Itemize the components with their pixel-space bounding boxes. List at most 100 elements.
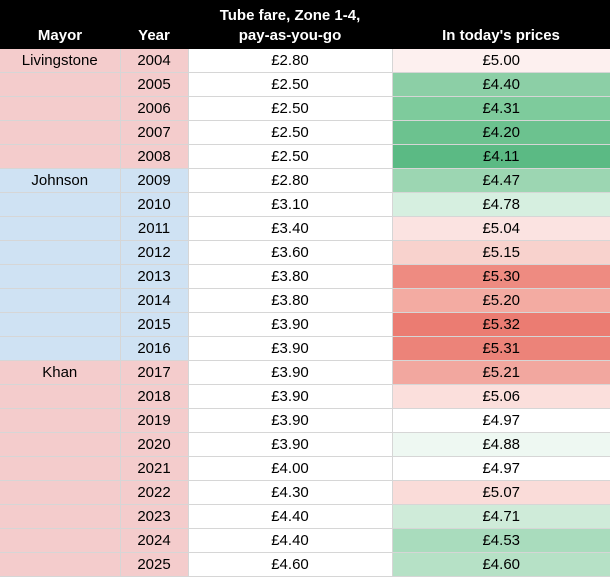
mayor-cell[interactable] <box>0 96 121 121</box>
today-price-cell[interactable]: £4.40 <box>392 72 610 97</box>
today-price-cell[interactable]: £4.78 <box>392 192 610 217</box>
year-cell[interactable]: 2020 <box>120 432 189 457</box>
table-row: 2022 £4.30 £5.07 <box>0 480 610 505</box>
year-cell[interactable]: 2017 <box>120 360 189 385</box>
today-price-cell[interactable]: £5.20 <box>392 288 610 313</box>
header-mayor[interactable]: Mayor <box>0 0 120 49</box>
today-price-cell[interactable]: £4.31 <box>392 96 610 121</box>
year-cell[interactable]: 2024 <box>120 528 189 553</box>
year-cell[interactable]: 2005 <box>120 72 189 97</box>
mayor-cell[interactable] <box>0 264 121 289</box>
today-price-cell[interactable]: £4.60 <box>392 552 610 577</box>
mayor-cell[interactable] <box>0 336 121 361</box>
mayor-cell[interactable] <box>0 72 121 97</box>
today-price-cell[interactable]: £5.04 <box>392 216 610 241</box>
today-price-cell[interactable]: £4.11 <box>392 144 610 169</box>
year-cell[interactable]: 2008 <box>120 144 189 169</box>
table-row: 2008 £2.50 £4.11 <box>0 144 610 169</box>
fare-cell[interactable]: £2.80 <box>188 49 393 73</box>
mayor-cell[interactable] <box>0 480 121 505</box>
year-cell[interactable]: 2022 <box>120 480 189 505</box>
header-today[interactable]: In today's prices <box>392 0 610 49</box>
today-price-cell[interactable]: £5.07 <box>392 480 610 505</box>
today-price-cell[interactable]: £4.47 <box>392 168 610 193</box>
mayor-cell[interactable]: Livingstone <box>0 49 121 73</box>
fare-cell[interactable]: £4.00 <box>188 456 393 481</box>
today-price-cell[interactable]: £5.06 <box>392 384 610 409</box>
fare-cell[interactable]: £4.40 <box>188 528 393 553</box>
year-cell[interactable]: 2011 <box>120 216 189 241</box>
year-cell[interactable]: 2021 <box>120 456 189 481</box>
fare-cell[interactable]: £3.90 <box>188 312 393 337</box>
fare-cell[interactable]: £2.50 <box>188 96 393 121</box>
year-cell[interactable]: 2018 <box>120 384 189 409</box>
mayor-cell[interactable]: Khan <box>0 360 121 385</box>
fare-cell[interactable]: £2.80 <box>188 168 393 193</box>
year-cell[interactable]: 2016 <box>120 336 189 361</box>
table-row: 2006 £2.50 £4.31 <box>0 96 610 121</box>
fare-cell[interactable]: £4.30 <box>188 480 393 505</box>
today-price-cell[interactable]: £4.53 <box>392 528 610 553</box>
mayor-cell[interactable] <box>0 120 121 145</box>
mayor-cell[interactable] <box>0 528 121 553</box>
year-cell[interactable]: 2019 <box>120 408 189 433</box>
fare-cell[interactable]: £3.90 <box>188 408 393 433</box>
today-price-cell[interactable]: £4.20 <box>392 120 610 145</box>
fare-cell[interactable]: £4.60 <box>188 552 393 577</box>
today-price-cell[interactable]: £5.30 <box>392 264 610 289</box>
mayor-cell[interactable] <box>0 552 121 577</box>
today-price-cell[interactable]: £5.32 <box>392 312 610 337</box>
fare-cell[interactable]: £3.80 <box>188 288 393 313</box>
year-cell[interactable]: 2025 <box>120 552 189 577</box>
today-price-cell[interactable]: £5.15 <box>392 240 610 265</box>
fare-cell[interactable]: £3.90 <box>188 384 393 409</box>
year-cell[interactable]: 2015 <box>120 312 189 337</box>
year-cell[interactable]: 2013 <box>120 264 189 289</box>
year-cell[interactable]: 2007 <box>120 120 189 145</box>
today-price-cell[interactable]: £5.00 <box>392 49 610 73</box>
fare-cell[interactable]: £2.50 <box>188 144 393 169</box>
mayor-cell[interactable] <box>0 408 121 433</box>
header-fare[interactable]: Tube fare, Zone 1-4, pay-as-you-go <box>188 0 392 49</box>
year-cell[interactable]: 2004 <box>120 49 189 73</box>
fare-cell[interactable]: £3.90 <box>188 336 393 361</box>
table-row: Johnson 2009 £2.80 £4.47 <box>0 168 610 193</box>
table-row: 2025 £4.60 £4.60 <box>0 552 610 577</box>
mayor-cell[interactable] <box>0 288 121 313</box>
mayor-cell[interactable] <box>0 192 121 217</box>
today-price-cell[interactable]: £4.97 <box>392 456 610 481</box>
mayor-cell[interactable] <box>0 312 121 337</box>
today-price-cell[interactable]: £4.71 <box>392 504 610 529</box>
mayor-cell[interactable] <box>0 216 121 241</box>
fare-cell[interactable]: £3.80 <box>188 264 393 289</box>
mayor-cell[interactable]: Johnson <box>0 168 121 193</box>
mayor-cell[interactable] <box>0 240 121 265</box>
fare-cell[interactable]: £3.90 <box>188 360 393 385</box>
mayor-cell[interactable] <box>0 384 121 409</box>
mayor-cell[interactable] <box>0 504 121 529</box>
today-price-cell[interactable]: £4.97 <box>392 408 610 433</box>
table-row: 2018 £3.90 £5.06 <box>0 384 610 409</box>
today-price-cell[interactable]: £5.21 <box>392 360 610 385</box>
fare-cell[interactable]: £3.60 <box>188 240 393 265</box>
header-year[interactable]: Year <box>120 0 188 49</box>
fare-cell[interactable]: £3.40 <box>188 216 393 241</box>
fare-cell[interactable]: £4.40 <box>188 504 393 529</box>
mayor-cell[interactable] <box>0 144 121 169</box>
fare-cell[interactable]: £3.90 <box>188 432 393 457</box>
year-cell[interactable]: 2006 <box>120 96 189 121</box>
fare-cell[interactable]: £2.50 <box>188 72 393 97</box>
year-cell[interactable]: 2023 <box>120 504 189 529</box>
year-cell[interactable]: 2010 <box>120 192 189 217</box>
fare-cell[interactable]: £2.50 <box>188 120 393 145</box>
mayor-cell[interactable] <box>0 432 121 457</box>
table-row: 2010 £3.10 £4.78 <box>0 192 610 217</box>
year-cell[interactable]: 2014 <box>120 288 189 313</box>
fare-cell[interactable]: £3.10 <box>188 192 393 217</box>
year-cell[interactable]: 2012 <box>120 240 189 265</box>
today-price-cell[interactable]: £5.31 <box>392 336 610 361</box>
year-cell[interactable]: 2009 <box>120 168 189 193</box>
mayor-cell[interactable] <box>0 456 121 481</box>
today-price-cell[interactable]: £4.88 <box>392 432 610 457</box>
